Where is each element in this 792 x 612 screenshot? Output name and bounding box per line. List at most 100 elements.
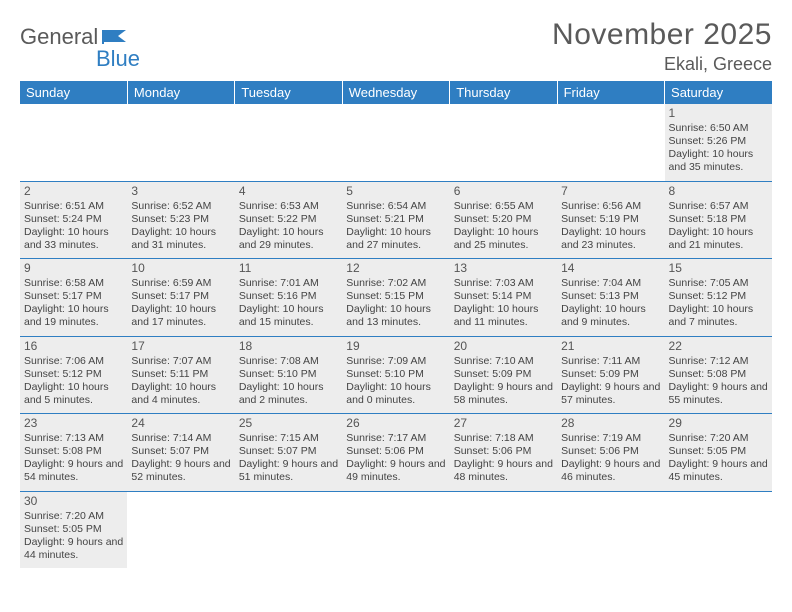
daylight-text: Daylight: 9 hours and 55 minutes. — [669, 381, 768, 407]
sunset-text: Sunset: 5:16 PM — [239, 290, 338, 303]
location: Ekali, Greece — [552, 54, 772, 75]
sunrise-text: Sunrise: 6:57 AM — [669, 200, 768, 213]
daylight-text: Daylight: 10 hours and 0 minutes. — [346, 381, 445, 407]
sunrise-text: Sunrise: 7:08 AM — [239, 355, 338, 368]
sunset-text: Sunset: 5:19 PM — [561, 213, 660, 226]
logo-text-blue: Blue — [96, 46, 140, 72]
calendar-cell — [235, 104, 342, 181]
sunrise-text: Sunrise: 7:09 AM — [346, 355, 445, 368]
calendar-row: 30Sunrise: 7:20 AMSunset: 5:05 PMDayligh… — [20, 491, 772, 568]
day-number: 6 — [454, 184, 553, 199]
daylight-text: Daylight: 10 hours and 33 minutes. — [24, 226, 123, 252]
calendar-cell — [450, 491, 557, 568]
calendar-row: 23Sunrise: 7:13 AMSunset: 5:08 PMDayligh… — [20, 414, 772, 492]
daylight-text: Daylight: 9 hours and 48 minutes. — [454, 458, 553, 484]
sunset-text: Sunset: 5:05 PM — [24, 523, 123, 536]
day-number: 1 — [669, 106, 768, 121]
sunset-text: Sunset: 5:26 PM — [669, 135, 768, 148]
calendar-cell: 28Sunrise: 7:19 AMSunset: 5:06 PMDayligh… — [557, 414, 664, 492]
day-number: 2 — [24, 184, 123, 199]
calendar-cell: 2Sunrise: 6:51 AMSunset: 5:24 PMDaylight… — [20, 181, 127, 259]
daylight-text: Daylight: 9 hours and 54 minutes. — [24, 458, 123, 484]
daylight-text: Daylight: 9 hours and 49 minutes. — [346, 458, 445, 484]
calendar-cell: 19Sunrise: 7:09 AMSunset: 5:10 PMDayligh… — [342, 336, 449, 414]
day-number: 18 — [239, 339, 338, 354]
sunrise-text: Sunrise: 6:55 AM — [454, 200, 553, 213]
day-number: 26 — [346, 416, 445, 431]
sunset-text: Sunset: 5:20 PM — [454, 213, 553, 226]
logo-text-blue-wrap: Blue — [94, 46, 140, 72]
weekday-header: Friday — [557, 81, 664, 104]
sunrise-text: Sunrise: 7:11 AM — [561, 355, 660, 368]
daylight-text: Daylight: 10 hours and 23 minutes. — [561, 226, 660, 252]
calendar-cell — [127, 491, 234, 568]
day-number: 19 — [346, 339, 445, 354]
sunset-text: Sunset: 5:11 PM — [131, 368, 230, 381]
sunrise-text: Sunrise: 7:02 AM — [346, 277, 445, 290]
daylight-text: Daylight: 10 hours and 31 minutes. — [131, 226, 230, 252]
daylight-text: Daylight: 9 hours and 44 minutes. — [24, 536, 123, 562]
daylight-text: Daylight: 9 hours and 46 minutes. — [561, 458, 660, 484]
calendar-cell — [20, 104, 127, 181]
sunrise-text: Sunrise: 6:53 AM — [239, 200, 338, 213]
day-number: 16 — [24, 339, 123, 354]
calendar-cell — [557, 491, 664, 568]
sunset-text: Sunset: 5:24 PM — [24, 213, 123, 226]
sunrise-text: Sunrise: 6:51 AM — [24, 200, 123, 213]
sunset-text: Sunset: 5:09 PM — [561, 368, 660, 381]
weekday-header: Thursday — [450, 81, 557, 104]
day-number: 3 — [131, 184, 230, 199]
calendar-cell: 26Sunrise: 7:17 AMSunset: 5:06 PMDayligh… — [342, 414, 449, 492]
sunset-text: Sunset: 5:13 PM — [561, 290, 660, 303]
day-number: 27 — [454, 416, 553, 431]
day-number: 17 — [131, 339, 230, 354]
day-number: 29 — [669, 416, 768, 431]
daylight-text: Daylight: 10 hours and 7 minutes. — [669, 303, 768, 329]
calendar-cell — [342, 104, 449, 181]
daylight-text: Daylight: 10 hours and 5 minutes. — [24, 381, 123, 407]
sunrise-text: Sunrise: 7:04 AM — [561, 277, 660, 290]
day-number: 20 — [454, 339, 553, 354]
calendar-cell: 22Sunrise: 7:12 AMSunset: 5:08 PMDayligh… — [665, 336, 772, 414]
day-number: 28 — [561, 416, 660, 431]
sunset-text: Sunset: 5:10 PM — [239, 368, 338, 381]
sunrise-text: Sunrise: 6:59 AM — [131, 277, 230, 290]
calendar-cell: 29Sunrise: 7:20 AMSunset: 5:05 PMDayligh… — [665, 414, 772, 492]
day-number: 4 — [239, 184, 338, 199]
sunset-text: Sunset: 5:06 PM — [561, 445, 660, 458]
day-number: 21 — [561, 339, 660, 354]
sunrise-text: Sunrise: 7:12 AM — [669, 355, 768, 368]
calendar-row: 16Sunrise: 7:06 AMSunset: 5:12 PMDayligh… — [20, 336, 772, 414]
weekday-header: Monday — [127, 81, 234, 104]
sunset-text: Sunset: 5:14 PM — [454, 290, 553, 303]
sunset-text: Sunset: 5:12 PM — [669, 290, 768, 303]
calendar-cell: 14Sunrise: 7:04 AMSunset: 5:13 PMDayligh… — [557, 259, 664, 337]
sunrise-text: Sunrise: 7:20 AM — [669, 432, 768, 445]
sunset-text: Sunset: 5:12 PM — [24, 368, 123, 381]
day-number: 12 — [346, 261, 445, 276]
weekday-header: Tuesday — [235, 81, 342, 104]
sunset-text: Sunset: 5:10 PM — [346, 368, 445, 381]
sunset-text: Sunset: 5:05 PM — [669, 445, 768, 458]
daylight-text: Daylight: 10 hours and 29 minutes. — [239, 226, 338, 252]
day-number: 13 — [454, 261, 553, 276]
sunrise-text: Sunrise: 7:17 AM — [346, 432, 445, 445]
calendar-cell — [127, 104, 234, 181]
calendar-cell: 23Sunrise: 7:13 AMSunset: 5:08 PMDayligh… — [20, 414, 127, 492]
daylight-text: Daylight: 9 hours and 52 minutes. — [131, 458, 230, 484]
daylight-text: Daylight: 10 hours and 2 minutes. — [239, 381, 338, 407]
sunset-text: Sunset: 5:17 PM — [24, 290, 123, 303]
sunrise-text: Sunrise: 7:20 AM — [24, 510, 123, 523]
sunset-text: Sunset: 5:22 PM — [239, 213, 338, 226]
daylight-text: Daylight: 10 hours and 21 minutes. — [669, 226, 768, 252]
sunrise-text: Sunrise: 7:18 AM — [454, 432, 553, 445]
daylight-text: Daylight: 9 hours and 45 minutes. — [669, 458, 768, 484]
sunrise-text: Sunrise: 7:07 AM — [131, 355, 230, 368]
sunrise-text: Sunrise: 7:13 AM — [24, 432, 123, 445]
weekday-header: Sunday — [20, 81, 127, 104]
day-number: 11 — [239, 261, 338, 276]
daylight-text: Daylight: 9 hours and 58 minutes. — [454, 381, 553, 407]
sunset-text: Sunset: 5:18 PM — [669, 213, 768, 226]
daylight-text: Daylight: 10 hours and 27 minutes. — [346, 226, 445, 252]
sunset-text: Sunset: 5:07 PM — [239, 445, 338, 458]
